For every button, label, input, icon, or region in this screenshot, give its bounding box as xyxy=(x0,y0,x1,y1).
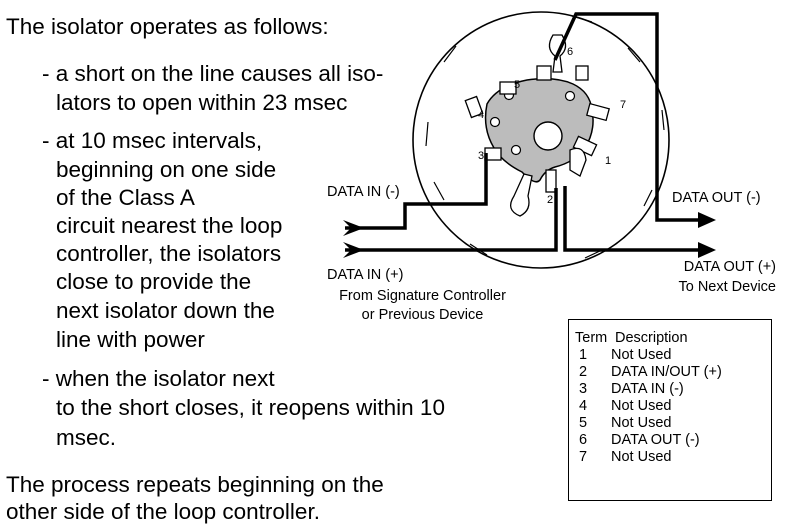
bullet3-line3: msec. xyxy=(56,425,117,450)
terminal-table-header: Term Description xyxy=(575,330,688,347)
header-term: Term xyxy=(575,330,608,346)
data-in-neg-chevron xyxy=(343,220,364,236)
table-row: 4 Not Used xyxy=(579,398,672,414)
bullet2-line2: beginning on one side xyxy=(56,157,277,182)
terminal-number-3: 3 xyxy=(478,150,484,162)
bullet2-line3: of the Class A xyxy=(56,185,195,210)
data-out-neg-label: DATA OUT (-) xyxy=(672,190,761,206)
keyhole-right xyxy=(569,147,587,177)
previous-device-label: or Previous Device xyxy=(361,307,484,323)
board-center-hole xyxy=(533,121,563,151)
bullet3-line2: to the short closes, it reopens within 1… xyxy=(56,395,445,420)
closing-line1: The process repeats beginning on the xyxy=(6,472,384,497)
data-out-pos-arrow xyxy=(698,242,716,258)
data-in-pos-wire xyxy=(345,188,558,252)
terminal-number-5: 5 xyxy=(514,79,520,91)
terminal-numbers: 1 2 3 4 5 6 7 xyxy=(478,46,626,206)
data-in-neg-label: DATA IN (-) xyxy=(327,184,400,200)
terminal-number-2: 2 xyxy=(547,194,553,206)
bullet2-line5: controller, the isolators xyxy=(56,241,282,266)
bullet2-line7: next isolator down the xyxy=(56,298,275,323)
isolator-wiring-diagram: 1 2 3 4 5 6 7 xyxy=(343,11,716,269)
input-chevrons xyxy=(343,220,364,258)
table-row: 2 DATA IN/OUT (+) xyxy=(579,364,722,380)
bullet2-line6: close to provide the xyxy=(56,269,252,294)
data-in-neg-wire xyxy=(345,153,488,230)
data-out-neg-arrow xyxy=(698,212,716,228)
terminal-number-4: 4 xyxy=(478,109,484,121)
bullet2-line1: - at 10 msec intervals, xyxy=(42,128,263,153)
bullet2-line4: circuit nearest the loop xyxy=(56,213,283,238)
terminal-number-7: 7 xyxy=(620,99,626,111)
from-controller-label: From Signature Controller xyxy=(339,288,506,304)
data-out-pos-wire xyxy=(563,186,700,252)
bullet1-line2: lators to open within 23 msec xyxy=(56,90,348,115)
bullet2-line8: line with power xyxy=(56,327,205,352)
intro-text: The isolator operates as follows: xyxy=(6,14,329,39)
table-row: 5 Not Used xyxy=(579,415,672,431)
terminal-number-1: 1 xyxy=(605,155,611,167)
table-row: 6 DATA OUT (-) xyxy=(579,432,700,448)
data-in-pos-chevron xyxy=(343,242,364,258)
keyhole-bottom xyxy=(509,173,533,217)
data-in-pos-label: DATA IN (+) xyxy=(327,267,404,283)
bullet3-line1: - when the isolator next xyxy=(42,366,275,391)
terminal-table: Term Description 1 Not Used 2 DATA IN/OUT (… xyxy=(568,319,772,501)
wires xyxy=(345,12,700,252)
to-next-device-label: To Next Device xyxy=(678,279,776,295)
table-row: 1 Not Used xyxy=(579,347,672,363)
terminal-number-6: 6 xyxy=(567,46,573,58)
data-out-pos-label: DATA OUT (+) xyxy=(683,259,776,275)
bullet1-line1: - a short on the line causes all iso- xyxy=(42,61,384,86)
output-arrows xyxy=(698,212,716,258)
header-description: Description xyxy=(615,330,688,346)
table-row: 7 Not Used xyxy=(579,449,672,465)
data-out-neg-wire xyxy=(553,12,700,222)
table-row: 3 DATA IN (-) xyxy=(579,381,684,397)
